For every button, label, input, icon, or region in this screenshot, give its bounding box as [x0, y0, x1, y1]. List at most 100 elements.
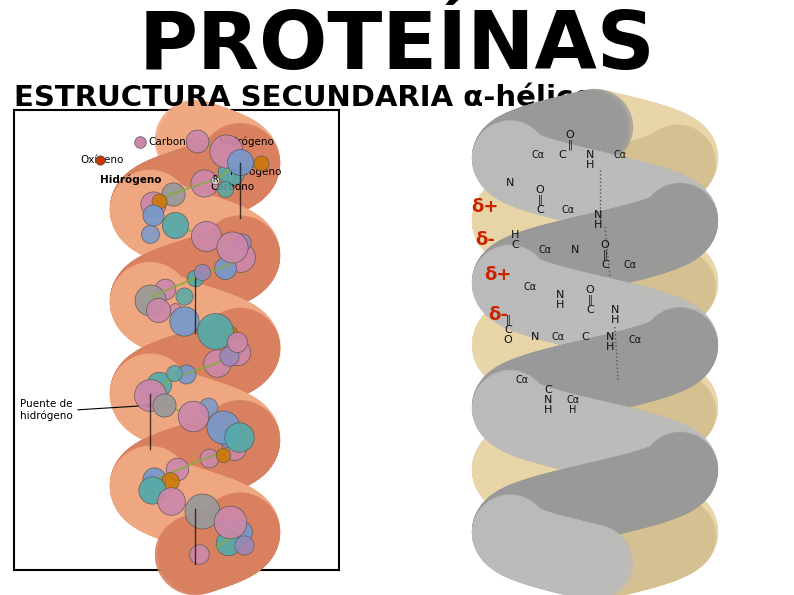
Text: O: O	[536, 185, 545, 195]
Point	[152, 380, 165, 389]
Text: ‖: ‖	[568, 140, 572, 151]
Point	[233, 528, 246, 537]
Text: H: H	[586, 160, 594, 170]
Text: ‖: ‖	[603, 250, 607, 260]
Text: Cα: Cα	[561, 205, 575, 215]
Point	[202, 402, 214, 412]
Point	[200, 231, 213, 241]
Point	[196, 267, 209, 276]
Text: H: H	[611, 315, 619, 325]
Point	[142, 384, 155, 394]
Point	[209, 327, 222, 336]
Text: H: H	[556, 300, 565, 310]
Text: Cα: Cα	[566, 395, 580, 405]
Text: C: C	[586, 305, 594, 315]
Text: O: O	[600, 240, 609, 250]
R	[209, 176, 222, 185]
Point	[164, 476, 176, 486]
Point	[235, 237, 248, 246]
Text: N: N	[544, 395, 552, 405]
Point	[219, 518, 232, 527]
Text: Puente de
hidrógeno: Puente de hidrógeno	[20, 399, 73, 421]
Point	[179, 369, 192, 378]
Point	[168, 368, 180, 378]
Text: C: C	[544, 385, 552, 395]
Text: Cα: Cα	[628, 335, 642, 345]
Text: Cα: Cα	[515, 375, 529, 385]
Text: H: H	[606, 342, 615, 352]
Point	[168, 305, 181, 314]
Text: ESTRUCTURA SECUNDARIA α-hélice: ESTRUCTURA SECUNDARIA α-hélice	[14, 84, 593, 112]
Point	[94, 155, 106, 165]
Text: δ-: δ-	[488, 306, 508, 324]
Point	[188, 139, 201, 148]
Point	[144, 229, 156, 239]
Bar	[14, 110, 339, 570]
Point	[159, 284, 172, 294]
Point	[198, 178, 210, 188]
Text: Cα: Cα	[623, 260, 637, 270]
Point	[168, 221, 181, 230]
Point	[222, 433, 234, 442]
Text: Cα: Cα	[523, 282, 537, 292]
Point	[141, 491, 154, 500]
Point	[227, 443, 240, 452]
Point	[177, 292, 190, 301]
Text: C: C	[511, 240, 518, 250]
Text: H: H	[594, 220, 602, 230]
Point	[233, 252, 246, 262]
Point	[218, 263, 231, 273]
Point	[224, 328, 237, 338]
Text: ‖: ‖	[538, 195, 542, 205]
Text: N: N	[556, 290, 565, 300]
Text: ‖: ‖	[506, 315, 511, 325]
Text: C: C	[558, 150, 566, 160]
Point	[222, 352, 235, 361]
Point	[164, 496, 177, 505]
Point	[233, 433, 245, 442]
Point	[145, 486, 158, 495]
Text: O: O	[586, 285, 595, 295]
Text: N: N	[586, 150, 594, 160]
Text: δ+: δ+	[472, 198, 499, 216]
Text: Cα: Cα	[614, 150, 626, 160]
Text: Cα: Cα	[552, 332, 565, 342]
Text: N: N	[594, 210, 602, 220]
Point	[255, 158, 268, 168]
Point	[146, 199, 159, 209]
Text: H: H	[511, 230, 519, 240]
Point	[152, 196, 165, 206]
Text: ‖: ‖	[588, 295, 592, 305]
Point	[225, 168, 237, 177]
Point	[147, 210, 160, 220]
Text: PROTEÍNAS: PROTEÍNAS	[139, 8, 655, 86]
Point	[237, 540, 250, 550]
Text: δ+: δ+	[484, 266, 511, 284]
Text: O: O	[503, 335, 512, 345]
Point	[191, 136, 203, 146]
Point	[144, 390, 156, 399]
Point	[189, 274, 202, 283]
Point	[220, 146, 233, 156]
Point	[218, 184, 231, 194]
Point	[157, 400, 170, 410]
Point	[230, 337, 243, 347]
Text: C: C	[536, 205, 544, 215]
Point	[210, 358, 223, 368]
Point	[223, 517, 236, 527]
Text: C: C	[581, 332, 589, 342]
Text: Nitrógeno: Nitrógeno	[230, 167, 281, 177]
Point	[144, 295, 156, 304]
Text: H: H	[569, 405, 576, 415]
Text: Carbono: Carbono	[210, 182, 254, 192]
Text: Carbono: Carbono	[148, 137, 192, 147]
Point	[167, 189, 179, 198]
Text: C: C	[601, 260, 609, 270]
Point	[202, 453, 215, 463]
Text: Hidrógeno: Hidrógeno	[100, 175, 161, 185]
Point	[195, 506, 208, 516]
Text: δ-: δ-	[475, 231, 495, 249]
Point	[187, 411, 199, 421]
Point	[193, 549, 206, 558]
Point	[177, 316, 190, 325]
